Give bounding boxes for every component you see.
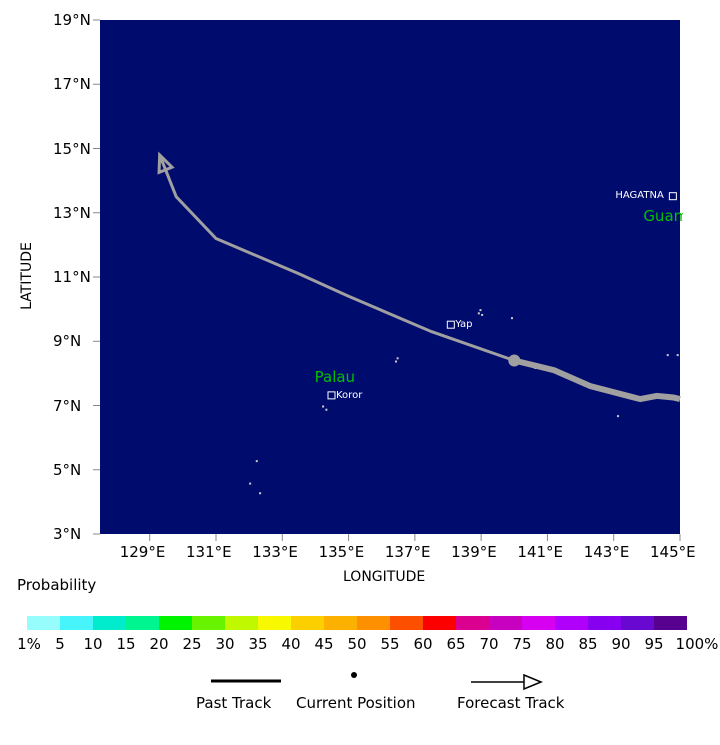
lon-tick-label: 141°E: [517, 543, 564, 561]
place-marker: [327, 391, 336, 400]
island-speck: [394, 360, 397, 363]
colorbar-segment: [324, 616, 357, 630]
colorbar-label: 15: [116, 635, 136, 653]
axis-ticks: [93, 19, 681, 541]
place-marker: [446, 320, 455, 329]
colorbar-label: 40: [281, 635, 301, 653]
past-track-line: [513, 357, 681, 403]
colorbar-label: 80: [545, 635, 565, 653]
lon-tick-label: 145°E: [650, 543, 696, 561]
colorbar-segment: [357, 616, 390, 630]
island-speck: [396, 357, 399, 360]
forecast-arrow-symbol: [523, 673, 543, 691]
colorbar-label: 60: [413, 635, 433, 653]
y-axis-title: LATITUDE: [18, 242, 35, 310]
island-speck: [676, 354, 679, 357]
colorbar-segment: [423, 616, 456, 630]
colorbar-label: 90: [611, 635, 631, 653]
colorbar-segment: [159, 616, 192, 630]
colorbar-segment: [27, 616, 60, 630]
island-speck: [617, 415, 620, 418]
island-speck: [259, 492, 262, 495]
lon-tick-label: 135°E: [318, 543, 365, 561]
lat-tick-label: 5°N: [53, 460, 82, 479]
lat-tick-label: 19°N: [53, 11, 91, 29]
current-position-symbol: [351, 672, 357, 678]
colorbar-segment: [621, 616, 654, 630]
forecast-track-line: [158, 154, 515, 362]
island-speck: [249, 482, 252, 485]
region-label: Palau: [314, 367, 356, 386]
ocean-area: [100, 20, 680, 534]
colorbar-segment: [60, 616, 93, 630]
lat-tick-label: 11°N: [53, 268, 91, 286]
island-speck: [322, 405, 325, 408]
colorbar-label: 65: [446, 635, 466, 653]
lat-tick-label: 13°N: [53, 203, 91, 222]
lat-tick-label: 9°N: [53, 332, 82, 351]
colorbar-label: 75: [512, 635, 532, 653]
colorbar-label: 95: [644, 635, 664, 653]
colorbar-label: 55: [380, 635, 400, 653]
lon-tick-label: 143°E: [583, 543, 630, 561]
colorbar-segment: [225, 616, 258, 630]
colorbar-segment: [126, 616, 159, 630]
island-speck: [325, 408, 328, 411]
colorbar-segment: [555, 616, 588, 630]
place-marker: [668, 192, 677, 201]
lon-tick-label: 131°E: [186, 543, 232, 561]
legend-current-position-label: Current Position: [296, 694, 416, 712]
current-position-marker: [508, 354, 521, 367]
colorbar-label: 100%: [675, 635, 719, 653]
island-speck: [481, 313, 484, 316]
colorbar-label: 30: [215, 635, 235, 653]
colorbar-label: 45: [314, 635, 334, 653]
lon-tick-label: 139°E: [451, 543, 497, 561]
lon-tick-label: 133°E: [252, 543, 298, 561]
island-speck: [477, 312, 480, 315]
colorbar-segment: [522, 616, 555, 630]
island-speck: [255, 460, 258, 463]
colorbar-label: 70: [479, 635, 499, 653]
colorbar-label: 20: [149, 635, 169, 653]
colorbar-segment: [192, 616, 225, 630]
colorbar-segment: [588, 616, 621, 630]
x-axis-title: LONGITUDE: [343, 569, 426, 585]
island-speck: [479, 309, 482, 312]
colorbar-label: 50: [347, 635, 367, 653]
colorbar-segment: [489, 616, 522, 630]
colorbar-segment: [390, 616, 423, 630]
place-label: Yap: [455, 319, 473, 331]
colorbar-label: 25: [182, 635, 202, 653]
island-speck: [666, 354, 669, 357]
lat-tick-label: 17°N: [53, 75, 91, 94]
colorbar-label: 10: [83, 635, 103, 653]
lat-tick-label: 15°N: [53, 139, 91, 158]
place-markers: [327, 192, 677, 400]
island-speck: [510, 317, 513, 320]
forecast-arrowhead: [157, 151, 175, 175]
place-label: HAGATNA: [615, 189, 664, 201]
colorbar-label: 1%: [17, 635, 41, 653]
colorbar-segment: [654, 616, 687, 630]
region-label: Guam: [643, 206, 684, 225]
colorbar-segment: [258, 616, 291, 630]
lon-tick-label: 129°E: [119, 543, 166, 561]
colorbar-label: 85: [578, 635, 598, 653]
colorbar-label: 35: [248, 635, 268, 653]
colorbar-label: 5: [55, 635, 65, 653]
place-label: Koror: [336, 389, 363, 401]
probability-colorbar: [27, 616, 687, 630]
lat-tick-label: 7°N: [53, 396, 82, 415]
lon-tick-label: 137°E: [384, 543, 431, 561]
lat-tick-label: 3°N: [53, 525, 82, 543]
legend-forecast-track-label: Forecast Track: [457, 694, 565, 712]
probability-title: Probability: [17, 576, 97, 594]
legend-past-track-label: Past Track: [196, 694, 272, 712]
colorbar-segment: [93, 616, 126, 630]
colorbar-segment: [291, 616, 324, 630]
colorbar-segment: [456, 616, 489, 630]
